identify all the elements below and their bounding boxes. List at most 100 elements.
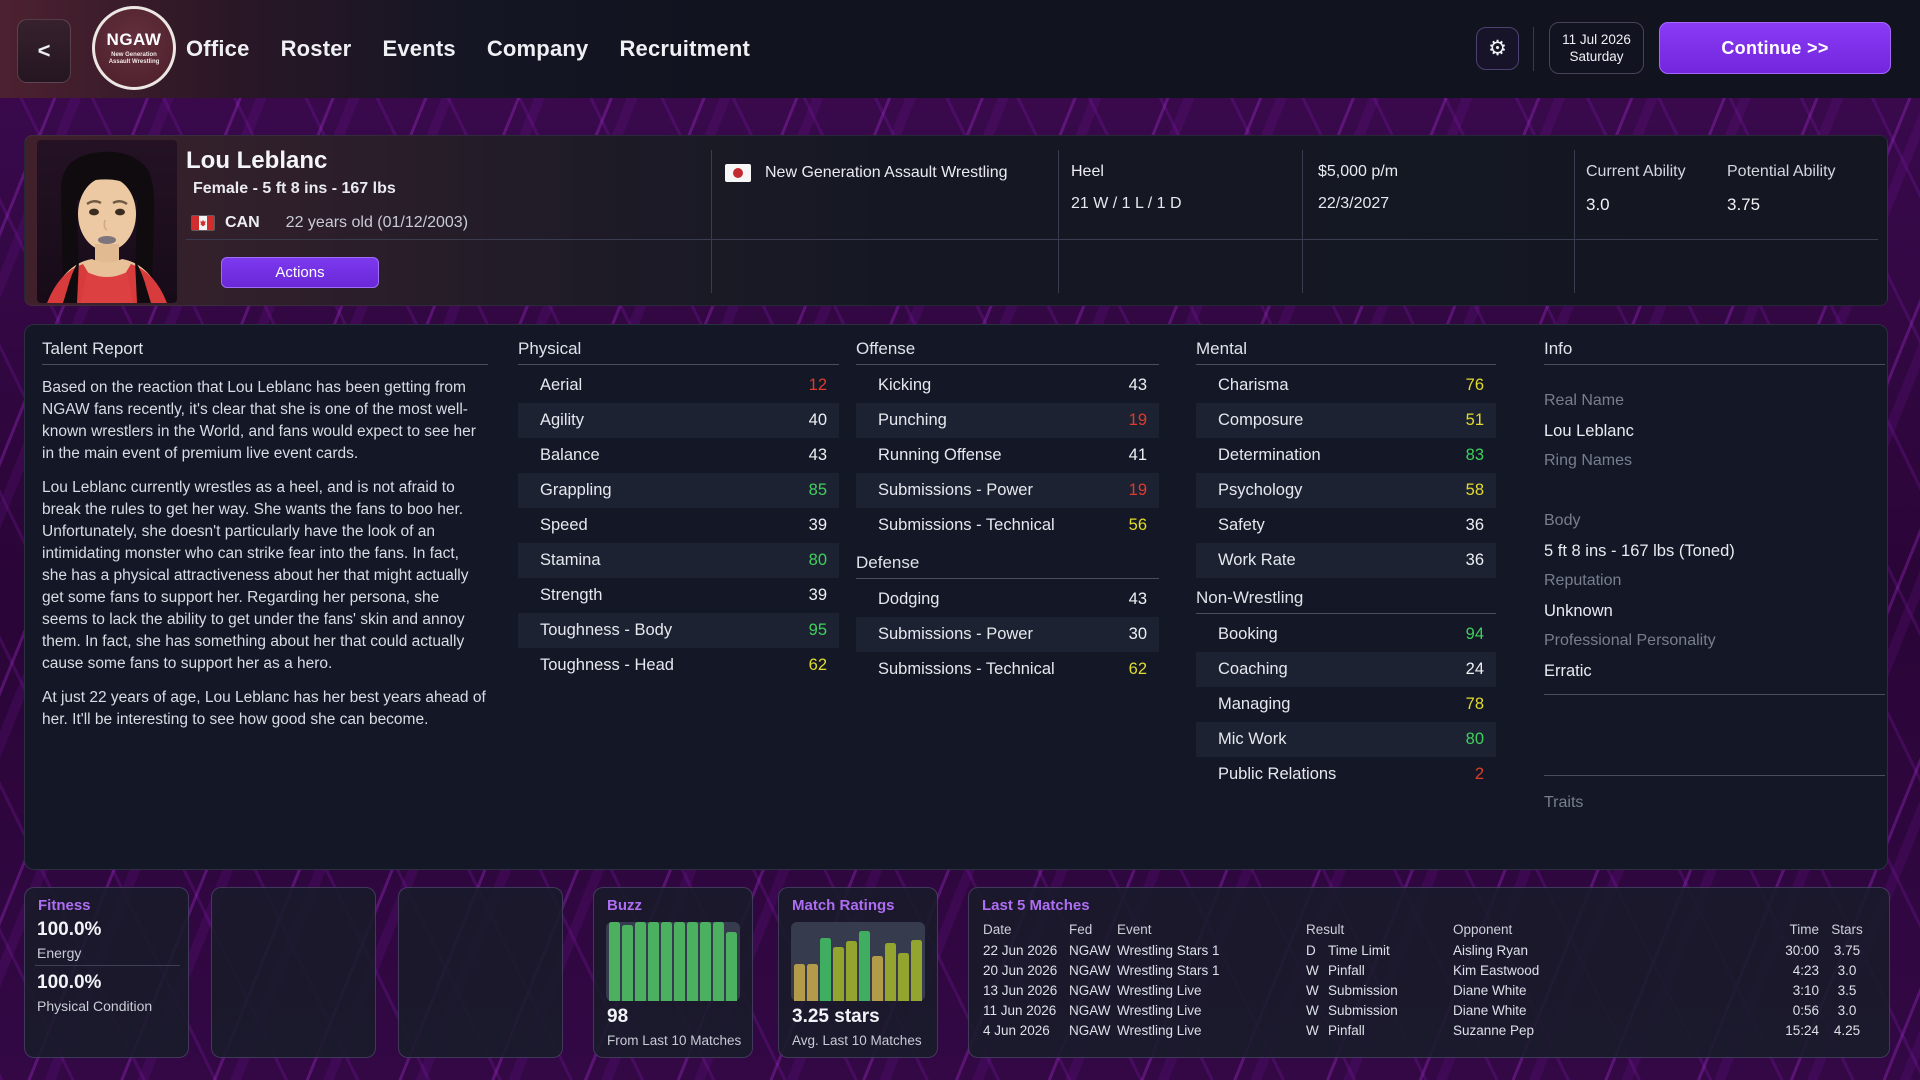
fitness-title: Fitness xyxy=(38,897,91,914)
back-button[interactable]: < xyxy=(17,19,71,83)
ngaw-logo[interactable]: NGAW New Generation Assault Wrestling xyxy=(92,6,176,90)
stat-label: Strength xyxy=(540,586,603,604)
win-loss-record: 21 W / 1 L / 1 D xyxy=(1071,195,1182,212)
result-letter: W xyxy=(1306,1002,1319,1018)
chart-bar xyxy=(713,922,724,1001)
stat-row-public-relations[interactable]: Public Relations 2 xyxy=(1196,757,1496,792)
stat-row-charisma[interactable]: Charisma 76 xyxy=(1196,368,1496,403)
chart-bar xyxy=(833,946,844,1001)
match-event: Wrestling Live xyxy=(1117,1002,1202,1018)
match-ratings-bar-chart xyxy=(791,922,925,1001)
stat-label: Grappling xyxy=(540,481,612,499)
stat-row-psychology[interactable]: Psychology 58 xyxy=(1196,473,1496,508)
stat-row-dodging[interactable]: Dodging 43 xyxy=(856,582,1159,617)
stat-label: Submissions - Power xyxy=(878,625,1033,643)
wrestler-name: Lou Leblanc xyxy=(186,147,328,174)
stat-row-strength[interactable]: Strength 39 xyxy=(518,578,839,613)
talent-report-paragraph: Lou Leblanc currently wrestles as a heel… xyxy=(42,479,469,672)
game-date-display[interactable]: 11 Jul 2026 Saturday xyxy=(1549,22,1644,74)
stat-label: Managing xyxy=(1218,695,1291,713)
stat-value: 85 xyxy=(808,481,827,499)
stat-label: Mic Work xyxy=(1218,730,1287,748)
stat-row-submissions-power[interactable]: Submissions - Power 30 xyxy=(856,617,1159,652)
match-fed: NGAW xyxy=(1069,1022,1111,1038)
stat-row-punching[interactable]: Punching 19 xyxy=(856,403,1159,438)
talent-report-title: Talent Report xyxy=(42,339,488,365)
result-letter: W xyxy=(1306,962,1319,978)
real-name-label: Real Name xyxy=(1544,392,1625,409)
body-label: Body xyxy=(1544,512,1581,529)
empty-panel xyxy=(211,887,376,1058)
menu-item-office[interactable]: Office xyxy=(186,36,250,61)
matches-table: Date Fed Event Result Opponent Time Star… xyxy=(983,918,1875,1040)
stat-row-running-offense[interactable]: Running Offense 41 xyxy=(856,438,1159,473)
stat-row-work-rate[interactable]: Work Rate 36 xyxy=(1196,543,1496,578)
ring-names-value xyxy=(1544,476,1885,506)
stat-row-determination[interactable]: Determination 83 xyxy=(1196,438,1496,473)
stat-row-speed[interactable]: Speed 39 xyxy=(518,508,839,543)
chart-bar xyxy=(635,922,646,1001)
match-row[interactable]: 4 Jun 2026 NGAW Wrestling Live W Pinfall Suza… xyxy=(983,1020,1875,1040)
condition-label: Physical Condition xyxy=(37,998,153,1014)
match-row[interactable]: 11 Jun 2026 NGAW Wrestling Live W Submission… xyxy=(983,1000,1875,1020)
stat-row-managing[interactable]: Managing 78 xyxy=(1196,687,1496,722)
stat-label: Booking xyxy=(1218,625,1278,643)
col-header-time: Time xyxy=(1789,921,1820,937)
mental-section-title: Mental xyxy=(1196,339,1496,365)
stat-value: 2 xyxy=(1474,765,1484,783)
match-result: D Time Limit xyxy=(1306,943,1453,958)
stat-row-composure[interactable]: Composure 51 xyxy=(1196,403,1496,438)
match-row[interactable]: 20 Jun 2026 NGAW Wrestling Stars 1 W Pinfall… xyxy=(983,960,1875,980)
stat-row-agility[interactable]: Agility 40 xyxy=(518,403,839,438)
stat-row-toughness-head[interactable]: Toughness - Head 62 xyxy=(518,648,839,683)
buzz-value: 98 xyxy=(607,1006,629,1027)
fitness-divider xyxy=(35,965,180,966)
match-ratings-value: 3.25 stars xyxy=(792,1006,880,1027)
stat-row-grappling[interactable]: Grappling 85 xyxy=(518,473,839,508)
stat-row-stamina[interactable]: Stamina 80 xyxy=(518,543,839,578)
actions-button[interactable]: Actions xyxy=(221,257,379,288)
stat-value: 43 xyxy=(1128,376,1147,394)
stat-row-aerial[interactable]: Aerial 12 xyxy=(518,368,839,403)
stat-label: Dodging xyxy=(878,590,940,608)
stat-row-submissions-technical[interactable]: Submissions - Technical 62 xyxy=(856,652,1159,687)
chart-bar xyxy=(622,925,633,1001)
menu-item-events[interactable]: Events xyxy=(382,36,456,61)
chart-bar xyxy=(846,940,857,1001)
match-ratings-title: Match Ratings xyxy=(792,897,895,914)
menu-item-company[interactable]: Company xyxy=(486,36,589,61)
stat-value: 80 xyxy=(808,551,827,569)
match-row[interactable]: 22 Jun 2026 NGAW Wrestling Stars 1 D Time Li… xyxy=(983,940,1875,960)
match-row[interactable]: 13 Jun 2026 NGAW Wrestling Live W Submission… xyxy=(983,980,1875,1000)
federation-row[interactable]: New Generation Assault Wrestling xyxy=(725,164,1007,182)
fitness-panel: Fitness 100.0% Energy 100.0% Physical Co… xyxy=(24,887,189,1058)
stat-row-toughness-body[interactable]: Toughness - Body 95 xyxy=(518,613,839,648)
stat-row-mic-work[interactable]: Mic Work 80 xyxy=(1196,722,1496,757)
stat-label: Psychology xyxy=(1218,481,1303,499)
stat-row-submissions-technical[interactable]: Submissions - Technical 56 xyxy=(856,508,1159,543)
stat-row-kicking[interactable]: Kicking 43 xyxy=(856,368,1159,403)
energy-label: Energy xyxy=(37,945,82,961)
stat-value: 40 xyxy=(808,411,827,429)
stat-value: 56 xyxy=(1128,516,1147,534)
match-result: W Submission xyxy=(1306,983,1453,998)
stat-row-safety[interactable]: Safety 36 xyxy=(1196,508,1496,543)
stat-row-submissions-power[interactable]: Submissions - Power 19 xyxy=(856,473,1159,508)
settings-button[interactable]: ⚙ xyxy=(1476,27,1519,70)
header-column-divider xyxy=(1058,150,1059,293)
menu-item-roster[interactable]: Roster xyxy=(280,36,352,61)
mental-stat-rows: Charisma 76 Composure 51 Determination 83 Psyc… xyxy=(1196,368,1496,578)
continue-button[interactable]: Continue >> xyxy=(1659,22,1891,74)
stat-row-booking[interactable]: Booking 94 xyxy=(1196,617,1496,652)
logo-title: NGAW xyxy=(106,30,162,49)
stat-row-coaching[interactable]: Coaching 24 xyxy=(1196,652,1496,687)
stat-row-balance[interactable]: Balance 43 xyxy=(518,438,839,473)
buzz-panel: Buzz 98 From Last 10 Matches xyxy=(593,887,753,1058)
wrestler-age: 22 years old (01/12/2003) xyxy=(285,214,469,231)
potential-ability-value: 3.75 xyxy=(1727,195,1761,214)
chart-bar xyxy=(687,922,698,1001)
current-ability-value: 3.0 xyxy=(1586,195,1610,214)
match-result: W Pinfall xyxy=(1306,1023,1453,1038)
disposition: Heel xyxy=(1071,163,1104,180)
menu-item-recruitment[interactable]: Recruitment xyxy=(619,36,751,61)
